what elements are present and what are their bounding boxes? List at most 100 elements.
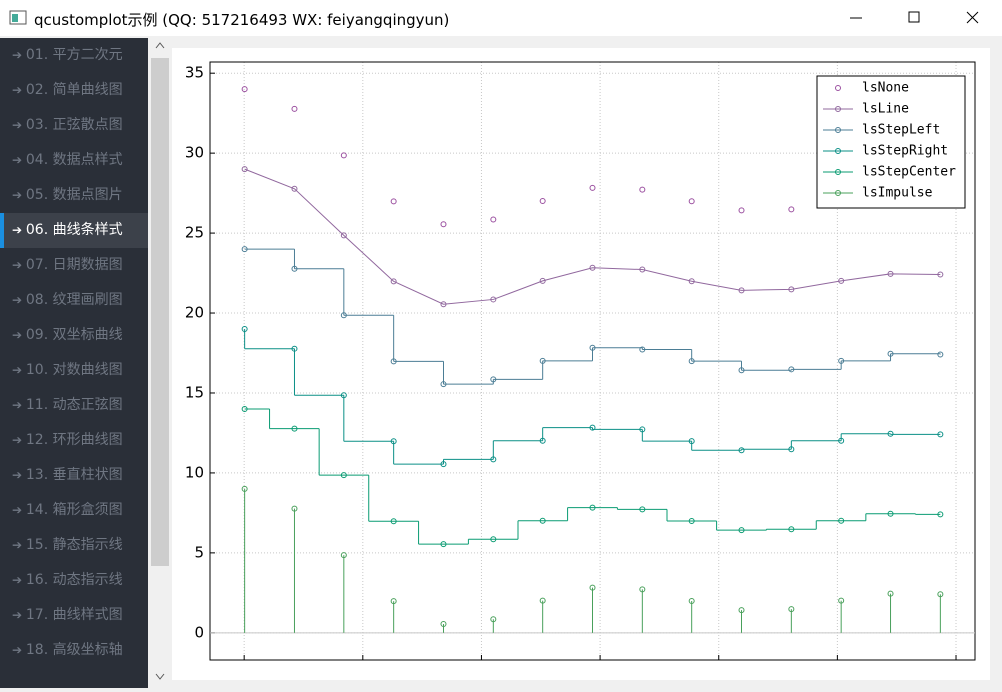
nav-item[interactable]: 14. 箱形盒须图 — [0, 493, 148, 528]
nav-item[interactable]: 06. 曲线条样式 — [0, 213, 148, 248]
data-point — [887, 350, 894, 357]
scrollbar[interactable] — [150, 38, 170, 688]
data-point — [937, 591, 944, 598]
legend-marker — [835, 148, 841, 154]
data-point — [738, 527, 745, 534]
data-point — [688, 597, 695, 604]
data-point — [390, 278, 397, 285]
legend: lsNone lsLine lsStepLeft lsStepRight lsStepC… — [816, 75, 966, 209]
data-point — [688, 278, 695, 285]
data-point — [241, 86, 248, 93]
y-tick-label: 30 — [185, 144, 204, 162]
data-point — [440, 621, 447, 628]
data-point — [340, 312, 347, 319]
scroll-up[interactable] — [155, 42, 165, 49]
nav-item[interactable]: 08. 纹理画刷图 — [0, 283, 148, 318]
data-point — [340, 392, 347, 399]
scroll-thumb[interactable] — [151, 58, 169, 566]
window-title: qcustomplot示例 (QQ: 517216493 WX: feiyang… — [34, 11, 450, 29]
data-point — [241, 246, 248, 253]
data-point — [589, 184, 596, 191]
title-bar: qcustomplot示例 (QQ: 517216493 WX: feiyang… — [0, 0, 1002, 36]
data-point — [838, 517, 845, 524]
data-point — [291, 185, 298, 192]
data-point — [490, 616, 497, 623]
data-point — [639, 426, 646, 433]
data-point — [241, 166, 248, 173]
data-point — [639, 266, 646, 273]
y-tick-label: 0 — [194, 623, 204, 641]
data-point — [589, 584, 596, 591]
nav-item[interactable]: 03. 正弦散点图 — [0, 108, 148, 143]
legend-label: lsNone — [862, 81, 909, 96]
data-point — [838, 277, 845, 284]
y-tick-label: 15 — [185, 383, 204, 401]
nav-item[interactable]: 16. 动态指示线 — [0, 563, 148, 598]
nav-item[interactable]: 15. 静态指示线 — [0, 528, 148, 563]
data-point — [490, 536, 497, 543]
nav-item[interactable]: 11. 动态正弦图 — [0, 388, 148, 423]
nav-item[interactable]: 07. 日期数据图 — [0, 248, 148, 283]
y-tick-label: 5 — [194, 543, 204, 561]
data-point — [291, 105, 298, 112]
data-point — [937, 431, 944, 438]
data-point — [390, 598, 397, 605]
data-point — [340, 232, 347, 239]
data-point — [738, 607, 745, 614]
close-button[interactable] — [966, 11, 979, 24]
scrollbar-graphic — [151, 42, 169, 680]
nav-item[interactable]: 09. 双坐标曲线 — [0, 318, 148, 353]
data-point — [340, 152, 347, 159]
data-point — [241, 405, 248, 412]
data-point — [639, 346, 646, 353]
y-tick-label: 25 — [185, 224, 204, 242]
data-point — [788, 286, 795, 293]
legend-label: lsImpulse — [862, 186, 933, 201]
nav-item[interactable]: 02. 简单曲线图 — [0, 73, 148, 108]
data-point — [688, 198, 695, 205]
nav-item[interactable]: 05. 数据点图片 — [0, 178, 148, 213]
data-point — [440, 301, 447, 308]
data-point — [838, 597, 845, 604]
nav-item[interactable]: 17. 曲线样式图 — [0, 598, 148, 633]
scroll-down[interactable] — [155, 673, 165, 680]
nav-item[interactable]: 13. 垂直柱状图 — [0, 458, 148, 493]
data-point — [639, 506, 646, 513]
data-point — [788, 446, 795, 453]
sidebar: 01. 平方二次元02. 简单曲线图03. 正弦散点图04. 数据点样式05. … — [0, 38, 148, 688]
line — [244, 168, 941, 305]
data-point — [788, 206, 795, 213]
legend-marker — [835, 127, 841, 133]
data-point — [490, 376, 497, 383]
data-point — [937, 511, 944, 518]
nav-item[interactable]: 12. 环形曲线图 — [0, 423, 148, 458]
data-point — [490, 296, 497, 303]
data-point — [390, 518, 397, 525]
nav-item[interactable]: 18. 高级坐标轴 — [0, 633, 148, 668]
data-point — [887, 510, 894, 517]
data-point — [738, 207, 745, 214]
legend-label: lsLine — [862, 102, 909, 117]
data-point — [589, 344, 596, 351]
nav-item[interactable]: 04. 数据点样式 — [0, 143, 148, 178]
data-point — [887, 270, 894, 277]
data-point — [440, 221, 447, 228]
data-point — [291, 425, 298, 432]
data-point — [738, 367, 745, 374]
data-point — [788, 606, 795, 613]
nav-item[interactable]: 01. 平方二次元 — [0, 38, 148, 73]
data-point — [589, 504, 596, 511]
maximize-button[interactable] — [908, 11, 920, 23]
nav-item[interactable]: 10. 对数曲线图 — [0, 353, 148, 388]
data-point — [589, 424, 596, 431]
data-point — [440, 541, 447, 548]
data-point — [539, 517, 546, 524]
data-point — [440, 381, 447, 388]
data-point — [241, 485, 248, 492]
data-point — [589, 264, 596, 271]
data-point — [688, 438, 695, 445]
data-point — [738, 287, 745, 294]
data-point — [639, 586, 646, 593]
data-point — [390, 358, 397, 365]
